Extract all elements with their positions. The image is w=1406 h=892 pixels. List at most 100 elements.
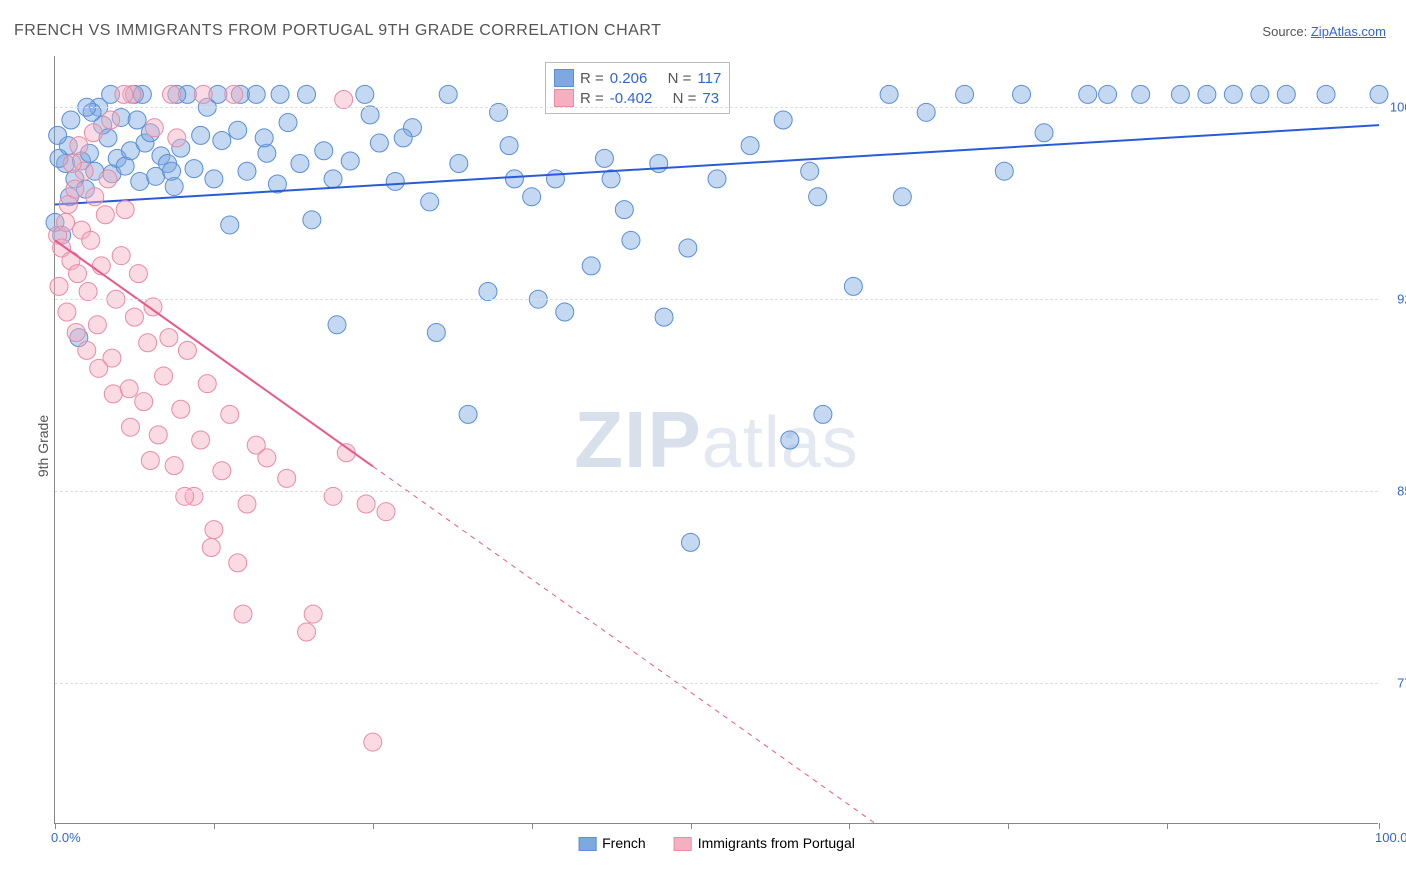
data-point <box>421 193 439 211</box>
x-tick-label: 0.0% <box>51 830 81 845</box>
data-point <box>615 201 633 219</box>
category-legend: French Immigrants from Portugal <box>578 835 855 851</box>
data-point <box>377 503 395 521</box>
data-point <box>63 155 81 173</box>
data-point <box>205 170 223 188</box>
r-value-french: 0.206 <box>610 70 648 87</box>
data-point <box>178 341 196 359</box>
stats-row-french: R = 0.206 N = 117 <box>554 69 721 87</box>
data-point <box>328 316 346 334</box>
plot-area: ZIPatlas R = 0.206 N = 117 R = -0.402 N … <box>54 56 1378 824</box>
data-point <box>1132 85 1150 103</box>
data-point <box>298 85 316 103</box>
data-point <box>205 521 223 539</box>
data-point <box>163 85 181 103</box>
data-point <box>1171 85 1189 103</box>
data-point <box>192 431 210 449</box>
data-point <box>271 85 289 103</box>
data-point <box>556 303 574 321</box>
data-point <box>622 231 640 249</box>
data-point <box>394 129 412 147</box>
data-point <box>324 170 342 188</box>
stats-row-portugal: R = -0.402 N = 73 <box>554 89 721 107</box>
data-point <box>145 119 163 137</box>
data-point <box>479 283 497 301</box>
data-point <box>128 111 146 129</box>
data-point <box>523 188 541 206</box>
y-axis-label: 9th Grade <box>35 415 51 477</box>
data-point <box>370 134 388 152</box>
data-point <box>78 341 96 359</box>
data-point <box>221 216 239 234</box>
data-point <box>341 152 359 170</box>
data-point <box>229 554 247 572</box>
data-point <box>324 487 342 505</box>
data-point <box>546 170 564 188</box>
chart-title: FRENCH VS IMMIGRANTS FROM PORTUGAL 9TH G… <box>14 22 661 40</box>
data-point <box>335 91 353 109</box>
data-point <box>291 155 309 173</box>
data-point <box>801 162 819 180</box>
data-point <box>225 85 243 103</box>
data-point <box>96 206 114 224</box>
data-point <box>135 393 153 411</box>
data-point <box>1099 85 1117 103</box>
data-point <box>168 129 186 147</box>
data-point <box>229 121 247 139</box>
data-point <box>809 188 827 206</box>
data-point <box>86 188 104 206</box>
data-point <box>708 170 726 188</box>
data-point <box>90 359 108 377</box>
data-point <box>505 170 523 188</box>
n-value-portugal: 73 <box>702 90 719 107</box>
data-point <box>125 308 143 326</box>
data-point <box>582 257 600 275</box>
data-point <box>459 405 477 423</box>
data-point <box>255 129 273 147</box>
data-point <box>99 170 117 188</box>
y-tick-label: 100.0% <box>1384 100 1406 115</box>
data-point <box>79 283 97 301</box>
data-point <box>1035 124 1053 142</box>
data-point <box>450 155 468 173</box>
stats-legend: R = 0.206 N = 117 R = -0.402 N = 73 <box>545 62 730 114</box>
data-point <box>165 457 183 475</box>
data-point <box>198 375 216 393</box>
data-point <box>213 131 231 149</box>
data-point <box>192 126 210 144</box>
data-point <box>121 418 139 436</box>
legend-swatch-french <box>554 69 574 87</box>
legend-item-portugal: Immigrants from Portugal <box>674 835 855 851</box>
data-point <box>50 277 68 295</box>
data-point <box>57 213 75 231</box>
data-point <box>102 111 120 129</box>
data-point <box>176 487 194 505</box>
source-link[interactable]: ZipAtlas.com <box>1311 24 1386 39</box>
data-point <box>1079 85 1097 103</box>
data-point <box>160 329 178 347</box>
data-point <box>917 103 935 121</box>
data-point <box>880 85 898 103</box>
data-point <box>303 211 321 229</box>
data-point <box>234 605 252 623</box>
data-point <box>364 733 382 751</box>
data-point <box>82 231 100 249</box>
data-point <box>315 142 333 160</box>
source-label: Source: <box>1262 24 1307 39</box>
r-value-portugal: -0.402 <box>610 90 653 107</box>
data-point <box>602 170 620 188</box>
data-point <box>439 85 457 103</box>
data-point <box>1317 85 1335 103</box>
data-point <box>62 111 80 129</box>
data-point <box>682 533 700 551</box>
data-point <box>144 298 162 316</box>
data-point <box>279 114 297 132</box>
n-value-french: 117 <box>697 70 721 87</box>
data-point <box>185 160 203 178</box>
data-point <box>386 172 404 190</box>
data-point <box>650 155 668 173</box>
data-point <box>115 85 133 103</box>
data-point <box>595 149 613 167</box>
data-point <box>356 85 374 103</box>
data-point <box>69 265 87 283</box>
